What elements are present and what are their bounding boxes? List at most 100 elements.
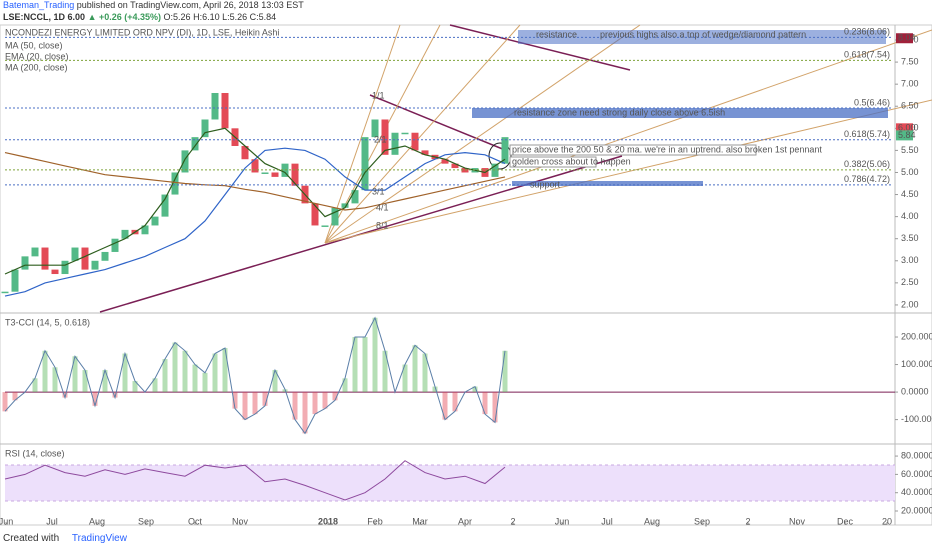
cci-bar (422, 353, 428, 393)
y-tick-label: 80.0000 (901, 450, 932, 460)
candle (441, 159, 449, 164)
price-label: 8.04 (898, 33, 916, 43)
time-label: 20 (882, 516, 892, 526)
time-label: Oct (188, 516, 203, 526)
candle (61, 260, 69, 275)
zone-box (512, 181, 703, 186)
header-line: Bateman_Trading published on TradingView… (3, 0, 304, 10)
candle (51, 269, 59, 275)
price-label-bg (896, 123, 913, 134)
time-label: Sep (694, 516, 710, 526)
candle (421, 150, 429, 155)
cci-bar (152, 378, 158, 393)
price-label: 5.84 (898, 130, 916, 140)
cci-bar (232, 392, 238, 409)
candle (71, 247, 79, 261)
candle (101, 251, 109, 261)
rsi-band (5, 465, 895, 501)
y-tick-label: 2.00 (901, 299, 919, 309)
author[interactable]: Bateman_Trading (3, 0, 75, 10)
cci-bar (32, 378, 38, 393)
candle (361, 137, 369, 191)
ohlc: O:5.26 H:6.10 L:5.26 C:5.84 (163, 12, 277, 22)
candle (271, 172, 279, 177)
cci-bar (172, 342, 178, 393)
fib-label: 0.786(4.72) (844, 174, 890, 184)
candle (261, 172, 269, 174)
note-box (509, 156, 597, 168)
time-label: Dec (837, 516, 854, 526)
cci-bar (2, 392, 8, 412)
candle (81, 247, 89, 270)
candle (371, 119, 379, 138)
cci-bar (382, 350, 388, 393)
cci-bar (222, 348, 228, 393)
fib-label: 0.382(5.06) (844, 159, 890, 169)
fib-label: 0.618(5.74) (844, 129, 890, 139)
cci-bar (182, 350, 188, 393)
cci-bar (502, 350, 508, 393)
price-label-bg (896, 130, 913, 141)
cci-bar (482, 392, 488, 415)
time-label: Nov (789, 516, 806, 526)
ma-line (4, 127, 506, 275)
cci-bar (342, 378, 348, 393)
fan-label: 3/1 (372, 186, 385, 196)
annotation: price above the 200 50 & 20 ma. we're in… (512, 144, 822, 154)
fib-label: 0.618(7.54) (844, 50, 890, 60)
fan-line (324, 24, 641, 244)
y-tick-label: 6.50 (901, 101, 919, 111)
y-tick-label: 7.00 (901, 79, 919, 89)
price-label-bg (896, 33, 913, 44)
candle (181, 150, 189, 173)
candle (451, 163, 459, 169)
fan-label: 4/1 (376, 202, 389, 212)
y-tick-label: 0.0000 (901, 386, 929, 396)
time-label: Nov (232, 516, 249, 526)
fan-line (324, 29, 932, 244)
cci-bar (202, 372, 208, 393)
candle (111, 238, 119, 252)
fan-label: 2/1 (374, 134, 387, 144)
cci-bar (252, 392, 258, 415)
candle (291, 163, 299, 186)
candle (211, 92, 219, 120)
price: 6.00 (67, 12, 86, 22)
cci-bar (132, 381, 138, 393)
y-tick-label: 2.50 (901, 277, 919, 287)
candle (41, 247, 49, 270)
candle (161, 194, 169, 217)
candle (201, 119, 209, 138)
time-label: Sep (138, 516, 154, 526)
y-tick-label: 5.00 (901, 167, 919, 177)
pane-legend: RSI (14, close) (5, 448, 65, 458)
legend-entry: EMA (20, close) (5, 51, 69, 61)
annotation: golden cross about to happen (512, 156, 631, 166)
brand[interactable]: TradingView (71, 533, 127, 544)
candle (31, 247, 39, 257)
time-label: Jul (601, 516, 613, 526)
y-tick-label: 5.50 (901, 145, 919, 155)
candle (251, 159, 259, 173)
created-with: Created with (3, 533, 60, 544)
candle (91, 260, 99, 270)
cci-bar (442, 392, 448, 420)
y-tick-label: 40.0000 (901, 487, 932, 497)
time-label: Aug (644, 516, 660, 526)
fib-label: 0.5(6.46) (854, 97, 890, 107)
candle (501, 137, 509, 164)
trendline (369, 94, 506, 151)
rsi-line (4, 460, 506, 501)
cci-bar (92, 392, 98, 406)
cci-bar (362, 337, 368, 393)
cci-bar (52, 367, 58, 393)
cci-bar (312, 392, 318, 415)
annotation: resistance (536, 29, 577, 39)
cci-bar (122, 353, 128, 393)
annotation: previous highs also a top of wedge/diamo… (600, 29, 806, 39)
cci-bar (402, 364, 408, 393)
candle (381, 119, 389, 155)
fan-label: 1/1 (372, 90, 385, 100)
